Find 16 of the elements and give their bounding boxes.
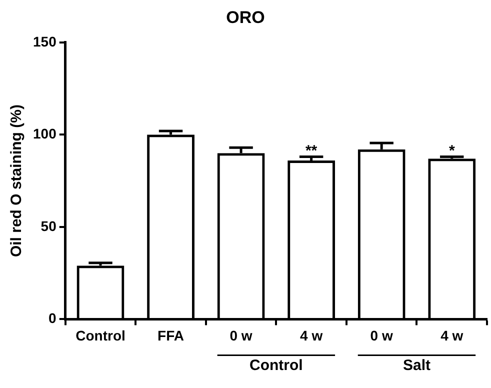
y-tick-label: 100 (33, 126, 57, 142)
x-tick-label: 4 w (300, 327, 323, 344)
chart-title: ORO (226, 8, 265, 27)
x-tick-label: Control (76, 327, 126, 344)
text: Control (250, 356, 303, 374)
text: Salt (402, 356, 430, 374)
x-tick-label: FFA (158, 327, 184, 344)
y-tick-label: 0 (48, 310, 57, 326)
annotation: * (448, 142, 455, 160)
y-tick-label: 50 (40, 218, 57, 234)
annotation: ** (305, 142, 318, 160)
x-tick-label: 4 w (440, 327, 464, 344)
x-tick-label: 0 w (230, 327, 252, 344)
y-tick-label: 150 (33, 33, 57, 50)
x-tick-label: 0 w (370, 327, 393, 344)
y-axis-title: Oil red O staining (%) (8, 104, 26, 258)
